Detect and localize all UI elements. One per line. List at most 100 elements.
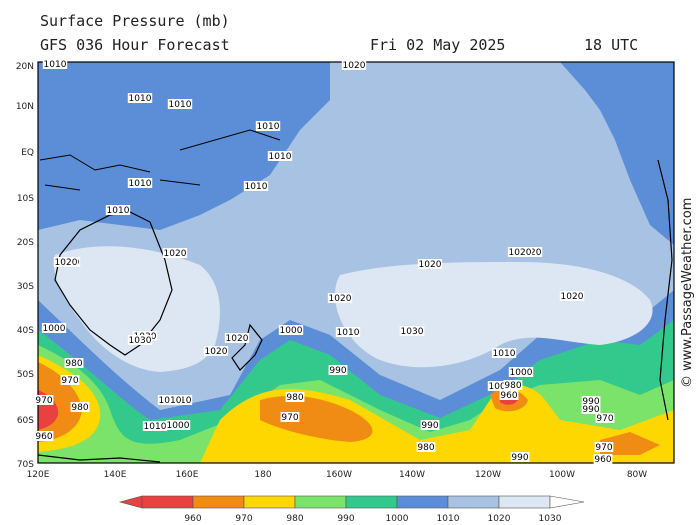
colorbar-tick-label: 1030 <box>539 514 562 524</box>
colorbar-tick-label: 1000 <box>386 514 409 524</box>
svg-text:1020: 1020 <box>164 249 187 259</box>
isobar-label: 1020 <box>507 247 533 258</box>
isobar-label: 1010 <box>267 151 293 162</box>
colorbar-segment <box>345 495 398 509</box>
colorbar-tick-label: 1010 <box>437 514 460 524</box>
svg-text:1020: 1020 <box>343 61 366 71</box>
isobar-label: 980 <box>416 442 436 453</box>
svg-text:1000: 1000 <box>280 326 303 336</box>
lat-tick-label: 40S <box>17 326 34 336</box>
isobar-label: 960 <box>593 454 613 465</box>
lat-tick-label: 50S <box>17 370 34 380</box>
colorbar-tick-label: 1020 <box>488 514 511 524</box>
svg-text:970: 970 <box>281 413 298 423</box>
svg-text:990: 990 <box>582 397 599 407</box>
forecast-date: Fri 02 May 2025 <box>370 36 506 54</box>
svg-text:980: 980 <box>504 381 521 391</box>
band-1030-australia <box>53 246 220 372</box>
latitude-axis: 20N 10N EQ 10S 20S 30S 40S 50S 60S 70S <box>16 62 34 470</box>
isobar-label: 1000 <box>278 325 304 336</box>
svg-text:1010: 1010 <box>493 349 516 359</box>
svg-text:990: 990 <box>511 453 528 463</box>
isobar-label: 990 <box>510 452 530 463</box>
isobar-label: 1010 <box>243 181 269 192</box>
colorbar-tick-label: 960 <box>184 514 201 524</box>
isobar-label: 970 <box>595 413 615 424</box>
svg-text:1020: 1020 <box>561 292 584 302</box>
isobar-label: 1010 <box>255 121 281 132</box>
land-indonesia <box>39 129 281 191</box>
lat-tick-label: 20S <box>17 238 34 248</box>
isobar-label: 990 <box>581 396 601 407</box>
lon-tick-label: 80W <box>627 470 647 480</box>
svg-text:990: 990 <box>329 366 346 376</box>
isobar-label: 1020 <box>417 259 443 270</box>
isobar-label: 970 <box>594 442 614 453</box>
colorbar: 960 970 980 990 1000 1010 1020 1030 <box>118 495 585 524</box>
svg-text:1000: 1000 <box>43 324 66 334</box>
isobar-label: 1010 <box>127 93 153 104</box>
svg-text:1000: 1000 <box>510 368 533 378</box>
lon-tick-label: 160E <box>176 470 199 480</box>
isobar-label: 1000 <box>487 381 513 392</box>
colorbar-low-arrow <box>118 495 143 509</box>
isobar-label: 1000 <box>508 367 534 378</box>
isobar-label: 980 <box>285 392 305 403</box>
isobar-labels: 1020 1010 1010 1010 1010 1010 1010 1010 1010 1020… <box>34 59 615 465</box>
colorbar-tick-label: 970 <box>235 514 252 524</box>
isobar-label: 1010 <box>335 327 361 338</box>
lon-tick-label: 100W <box>549 470 575 480</box>
band-1010-east <box>560 62 674 245</box>
lon-tick-label: 120E <box>27 470 50 480</box>
lat-tick-label: 10N <box>16 102 34 112</box>
isobar-label: 970 <box>280 412 300 423</box>
band-980 <box>38 355 674 463</box>
svg-text:1010: 1010 <box>257 122 280 132</box>
svg-text:1020: 1020 <box>329 294 352 304</box>
svg-text:970: 970 <box>595 443 612 453</box>
isobar-label: 1020 <box>224 333 250 344</box>
svg-text:1020: 1020 <box>226 334 249 344</box>
svg-text:970: 970 <box>35 396 52 406</box>
isobar-label: 1010 <box>127 178 153 189</box>
svg-text:970: 970 <box>61 376 78 386</box>
isobar-label: 1010 <box>42 59 68 70</box>
svg-text:1010: 1010 <box>337 328 360 338</box>
isobar-label: 1010 <box>491 348 517 359</box>
svg-text:960: 960 <box>35 432 52 442</box>
isobar-label: 1010 <box>167 99 193 110</box>
svg-text:1010: 1010 <box>269 152 292 162</box>
isobar-label: 1030 <box>127 335 153 346</box>
svg-text:1030: 1030 <box>129 336 152 346</box>
colorbar-high-arrow <box>549 495 585 509</box>
colorbar-segment <box>141 495 194 509</box>
svg-text:970: 970 <box>596 414 613 424</box>
isobar-label: 1010 <box>105 205 131 216</box>
svg-text:1020: 1020 <box>55 258 78 268</box>
svg-text:960: 960 <box>594 455 611 465</box>
colorbar-segment <box>243 495 296 509</box>
svg-text:© www.PassageWeather.com: © www.PassageWeather.com <box>680 198 694 388</box>
isobar-label: 980 <box>64 358 84 369</box>
isobar-label: 1020 <box>559 291 585 302</box>
svg-text:980: 980 <box>417 443 434 453</box>
svg-text:980: 980 <box>71 403 88 413</box>
lat-tick-label: EQ <box>21 148 34 158</box>
isobar-label: 990 <box>328 365 348 376</box>
svg-text:1000: 1000 <box>167 421 190 431</box>
svg-text:1010: 1010 <box>144 422 167 432</box>
isobar-label: 1020 <box>341 60 367 71</box>
colorbar-tick-label: 990 <box>337 514 354 524</box>
svg-text:1010: 1010 <box>169 100 192 110</box>
lat-tick-label: 10S <box>17 194 34 204</box>
colorbar-segment <box>447 495 500 509</box>
colorbar-segment <box>192 495 245 509</box>
svg-text:990: 990 <box>421 421 438 431</box>
isobar-label: 1020 <box>327 293 353 304</box>
band-1010-tropics <box>38 62 330 230</box>
svg-text:1020: 1020 <box>509 248 532 258</box>
colorbar-segment <box>294 495 347 509</box>
lon-tick-label: 180 <box>254 470 271 480</box>
svg-text:960: 960 <box>500 391 517 401</box>
